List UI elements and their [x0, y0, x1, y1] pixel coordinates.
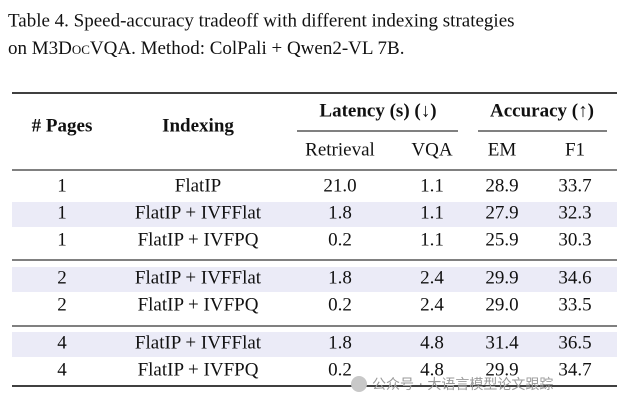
- row-shade: [12, 332, 617, 357]
- table-cell: 0.2: [328, 294, 352, 315]
- header-cell: Accuracy (↑): [490, 100, 594, 121]
- watermark-icon: [351, 376, 367, 392]
- table-cell: 1.1: [420, 202, 444, 223]
- row-shade: [12, 267, 617, 292]
- table-cell: 28.9: [485, 175, 518, 196]
- subheader-cell: F1: [565, 139, 585, 160]
- table-cell: FlatIP: [175, 175, 221, 196]
- table-cell: 1.8: [328, 267, 352, 288]
- caption-line2: on M3DocVQA. Method: ColPali + Qwen2-VL …: [8, 38, 404, 59]
- table-cell: 0.2: [328, 229, 352, 250]
- table-cell: 2.4: [420, 294, 444, 315]
- table-cell: 1.8: [328, 332, 352, 353]
- watermark: 公众号 · 大语言模型论文跟踪: [372, 377, 553, 393]
- table-cell: FlatIP + IVFFlat: [135, 267, 262, 288]
- table-cell: 34.6: [558, 267, 591, 288]
- caption-line1: Table 4. Speed-accuracy tradeoff with di…: [8, 10, 515, 31]
- header-cell: Indexing: [162, 115, 234, 136]
- table-cell: 4: [57, 332, 67, 353]
- header-cell: # Pages: [32, 115, 93, 136]
- table-cell: 36.5: [558, 332, 591, 353]
- table-cell: 2: [57, 267, 67, 288]
- table-cell: 1.8: [328, 202, 352, 223]
- subheader-cell: EM: [488, 139, 517, 160]
- table-cell: 1: [57, 202, 67, 223]
- header-cell: Latency (s) (↓): [319, 100, 436, 121]
- table-cell: 21.0: [323, 175, 356, 196]
- table-cell: 29.9: [485, 359, 518, 380]
- table-cell: FlatIP + IVFPQ: [138, 294, 259, 315]
- table-cell: 1.1: [420, 229, 444, 250]
- table-cell: FlatIP + IVFFlat: [135, 332, 262, 353]
- table-cell: FlatIP + IVFPQ: [138, 359, 259, 380]
- table-cell: 2: [57, 294, 67, 315]
- table-cell: 4: [57, 359, 67, 380]
- table-cell: 29.0: [485, 294, 518, 315]
- table-cell: FlatIP + IVFFlat: [135, 202, 262, 223]
- table-cell: 4.8: [420, 332, 444, 353]
- dataset-name: M3DocVQA: [32, 38, 132, 59]
- table-cell: 30.3: [558, 229, 591, 250]
- table-cell: 2.4: [420, 267, 444, 288]
- table-cell: 31.4: [485, 332, 519, 353]
- table-cell: 1.1: [420, 175, 444, 196]
- table-cell: FlatIP + IVFPQ: [138, 229, 259, 250]
- caption-text: . Method: ColPali + Qwen2-VL 7B.: [131, 38, 404, 59]
- subheader-cell: VQA: [411, 139, 452, 160]
- subheader-cell: Retrieval: [305, 139, 375, 160]
- table-cell: 1: [57, 229, 67, 250]
- table-cell: 32.3: [558, 202, 591, 223]
- caption-text: on: [8, 38, 32, 59]
- table-cell: 29.9: [485, 267, 518, 288]
- table-cell: 1: [57, 175, 67, 196]
- table-cell: 34.7: [558, 359, 591, 380]
- table-cell: 33.5: [558, 294, 591, 315]
- row-shade: [12, 202, 617, 227]
- table-cell: 27.9: [485, 202, 518, 223]
- table-cell: 25.9: [485, 229, 518, 250]
- table-cell: 0.2: [328, 359, 352, 380]
- table-cell: 33.7: [558, 175, 591, 196]
- table-cell: 4.8: [420, 359, 444, 380]
